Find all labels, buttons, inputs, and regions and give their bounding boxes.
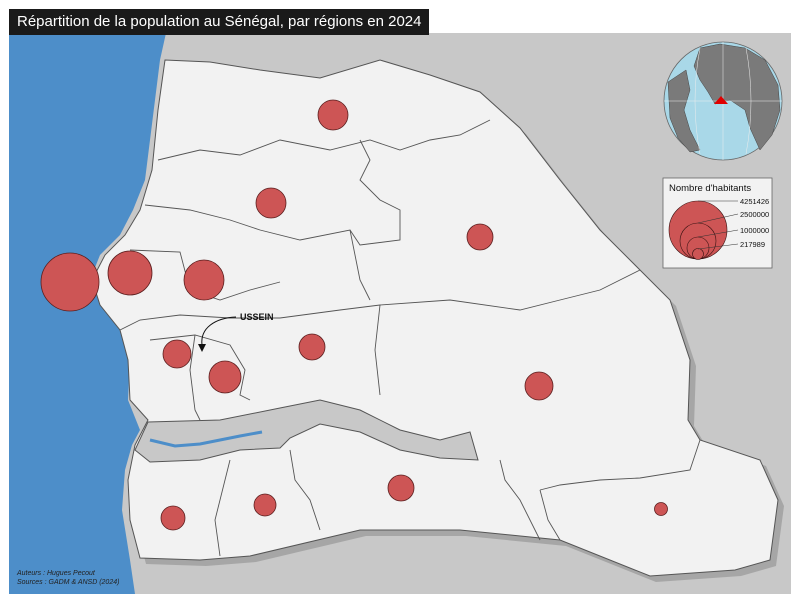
- symbol-louga: [255, 187, 287, 219]
- globe-locator-icon: [663, 41, 783, 161]
- symbol-kedougou: [654, 502, 668, 516]
- credits-authors: Auteurs : Hugues Pecout: [17, 570, 95, 577]
- symbol-tambacounda: [524, 371, 554, 401]
- symbol-sedhiou: [253, 493, 277, 517]
- legend-value-1: 4251426: [740, 197, 769, 206]
- symbol-matam: [466, 223, 494, 251]
- population-symbols: [40, 99, 668, 531]
- credits: Auteurs : Hugues Pecout Sources : GADM &…: [17, 569, 119, 587]
- callout-label: USSEIN: [240, 312, 274, 322]
- legend-value-2: 2500000: [740, 210, 769, 219]
- location-marker-icon: [714, 96, 728, 104]
- symbol-ziguinchor: [160, 505, 186, 531]
- callout-arrowhead: [198, 344, 206, 352]
- legend-value-3: 1000000: [740, 226, 769, 235]
- map-title: Répartition de la population au Sénégal,…: [9, 9, 430, 35]
- gambia-enclave: [134, 399, 479, 463]
- legend-title: Nombre d'habitants: [669, 183, 751, 194]
- callout-arrow-icon: [201, 316, 237, 346]
- symbol-thies: [107, 250, 153, 296]
- credits-sources: Sources : GADM & ANSD (2024): [17, 579, 120, 586]
- atlantic-ocean: [9, 33, 166, 594]
- legend-value-4: 217989: [740, 240, 765, 249]
- symbol-diourbel: [183, 259, 225, 301]
- gambia-river: [149, 430, 263, 448]
- region-boundaries: [119, 119, 701, 557]
- symbol-kolda: [387, 474, 415, 502]
- legend-box: Nombre d'habitants 4251426 2500000 10000…: [662, 177, 773, 269]
- symbol-fatick: [162, 339, 192, 369]
- symbol-kaffrine: [298, 333, 326, 361]
- symbol-kaolack: [208, 360, 242, 394]
- symbol-saint-louis: [317, 99, 349, 131]
- symbol-dakar: [40, 252, 100, 312]
